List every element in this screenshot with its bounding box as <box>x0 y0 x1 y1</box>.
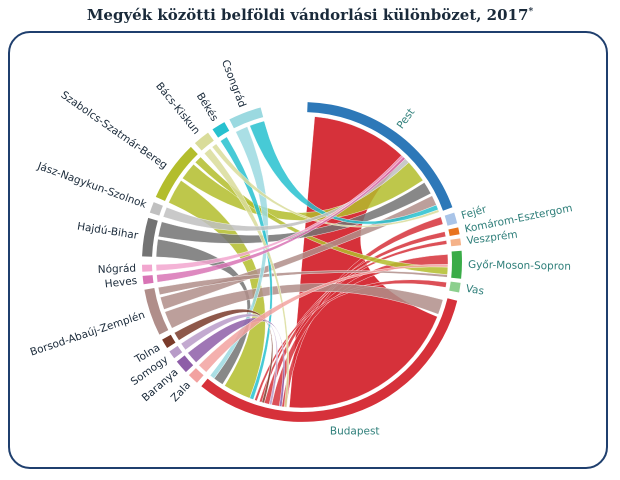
label-borsod-abauj-zemplen: Borsod-Abaúj-Zemplén <box>29 309 147 359</box>
label-hajdu-bihar: Hajdú-Bihar <box>76 220 139 242</box>
arc-vas <box>449 281 461 293</box>
arc-zala <box>188 368 204 383</box>
label-gyor-moson-sopron: Győr-Moson-Sopron <box>468 259 571 273</box>
label-bacs-kiskun: Bács-Kiskun <box>153 80 202 137</box>
arc-veszprem <box>450 238 462 247</box>
arc-somogy <box>169 345 183 359</box>
arc-jasz-nagykun-szolnok <box>149 202 163 216</box>
ribbon-bacs-kiskun-pest <box>211 143 440 228</box>
chart-frame <box>8 31 608 469</box>
arc-budapest <box>201 298 458 422</box>
ribbon-bacs-kiskun-budapest <box>204 148 290 408</box>
label-vas: Vas <box>465 283 485 298</box>
chart-title: Megyék közötti belföldi vándorlási külön… <box>86 6 534 24</box>
arc-komarom-esztergom <box>448 227 460 236</box>
ribbon-budapest-komarom-esztergom <box>263 231 447 405</box>
arc-bacs-kiskun <box>194 132 214 151</box>
arc-csongrad <box>229 107 264 129</box>
arc-nograd <box>142 264 153 272</box>
label-heves: Heves <box>104 275 138 291</box>
arc-gyor-moson-sopron <box>451 250 462 279</box>
label-zala: Zala <box>169 379 193 404</box>
ribbon-csongrad-pest <box>249 120 439 225</box>
label-bekes: Békés <box>194 91 221 124</box>
arc-borsod-abauj-zemplen <box>144 288 169 335</box>
ribbon-zala-gyor-moson-sopron <box>198 264 449 373</box>
arc-pest <box>307 102 453 211</box>
ribbon-borsod-abauj-zemplen-budapest <box>164 283 444 329</box>
ribbon-tolna-budapest <box>174 309 273 404</box>
arc-heves <box>142 275 154 285</box>
arc-baranya <box>176 355 194 373</box>
arc-hajdu-bihar <box>142 217 158 257</box>
ribbon-layer <box>155 116 449 409</box>
label-csongrad: Csongrád <box>219 58 248 109</box>
arc-szabolcs-szatmar-bereg <box>155 146 198 201</box>
label-pest: Pest <box>395 106 418 131</box>
arc-bekes <box>212 122 230 138</box>
label-budapest: Budapest <box>330 425 380 437</box>
ribbon-baranya-budapest <box>187 317 285 407</box>
arc-fejer <box>444 212 458 226</box>
arc-tolna <box>162 334 176 348</box>
ribbon-budapest-veszprem <box>259 240 448 403</box>
ribbon-budapest-gyor-moson-sopron <box>271 254 449 407</box>
arc-layer <box>142 102 462 422</box>
label-jasz-nagykun-szolnok: Jász-Nagykun-Szolnok <box>35 160 149 211</box>
label-szabolcs-szatmar-bereg: Szabolcs-Szatmár-Bereg <box>59 89 170 172</box>
ribbon-nograd-pest <box>155 154 404 272</box>
label-nograd: Nógrád <box>98 263 137 276</box>
ribbon-borsod-abauj-zemplen-gyor-moson-sopron <box>157 270 448 296</box>
ribbon-budapest-vas <box>254 279 447 402</box>
